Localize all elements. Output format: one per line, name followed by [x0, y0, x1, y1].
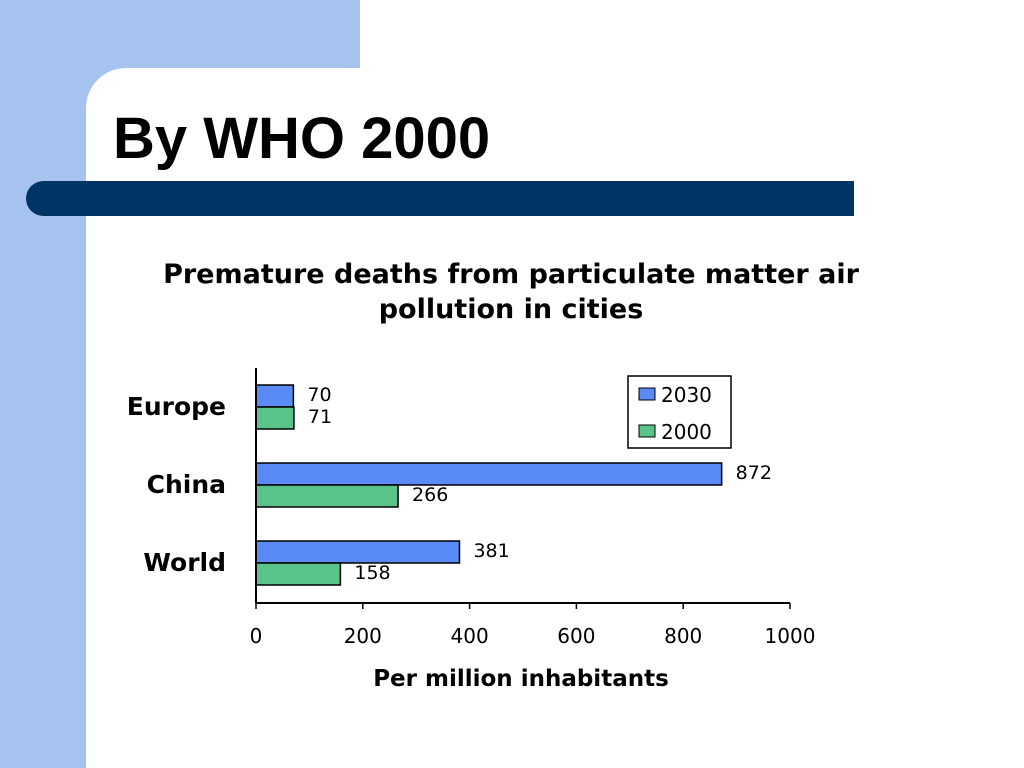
- legend-label-2030: 2030: [661, 383, 712, 407]
- slide-title: By WHO 2000: [113, 106, 491, 171]
- data-label-china-2030: 872: [736, 462, 772, 484]
- category-label-china: China: [147, 470, 226, 499]
- chart-title-line-2: pollution in cities: [379, 294, 644, 325]
- title-underline-bar: [26, 181, 854, 216]
- bar-world-2030: [255, 540, 461, 564]
- x-tick-label-200: 200: [344, 624, 382, 648]
- chart-legend: 2030 2000: [627, 375, 732, 449]
- legend-swatch-2030: [638, 387, 656, 401]
- chart-title-line-1: Premature deaths from particulate matter…: [163, 259, 860, 290]
- category-label-world: World: [143, 548, 226, 577]
- x-tick-label-600: 600: [557, 624, 595, 648]
- legend-swatch-2000: [638, 424, 656, 438]
- bar-europe-2030: [255, 384, 295, 408]
- x-axis-label: Per million inhabitants: [373, 666, 669, 692]
- x-tick-label-800: 800: [664, 624, 702, 648]
- data-label-europe-2030: 70: [307, 384, 331, 406]
- data-label-europe-2000: 71: [308, 406, 332, 428]
- x-tick-label-0: 0: [250, 624, 263, 648]
- bar-europe-2000: [255, 406, 295, 430]
- data-label-world-2000: 158: [354, 562, 390, 584]
- category-label-europe: Europe: [127, 392, 226, 421]
- x-tick-label-400: 400: [451, 624, 489, 648]
- data-label-world-2030: 381: [473, 540, 509, 562]
- bar-china-2030: [255, 462, 723, 486]
- bar-china-2000: [255, 484, 399, 508]
- data-label-china-2000: 266: [412, 484, 448, 506]
- bar-world-2000: [255, 562, 342, 586]
- x-tick-label-1000: 1000: [765, 624, 816, 648]
- legend-label-2000: 2000: [661, 420, 712, 444]
